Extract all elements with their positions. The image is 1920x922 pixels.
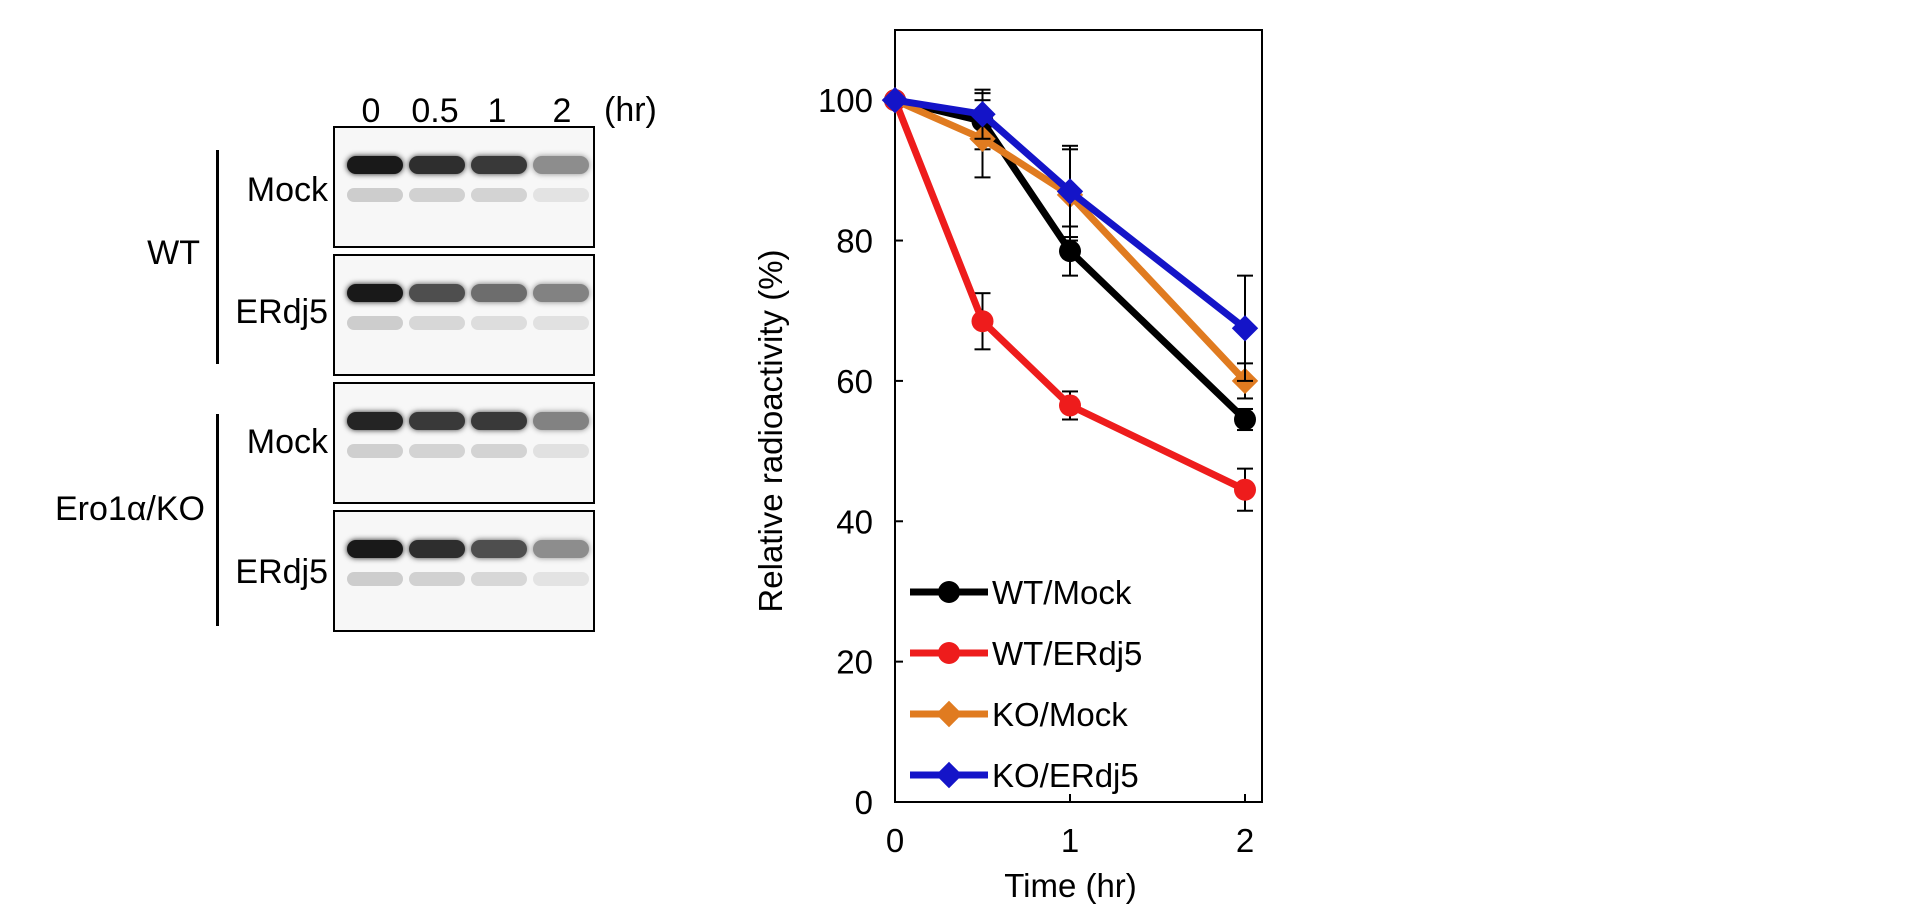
blot-panel-ko-erdj5 [333, 510, 595, 632]
blot-smear [409, 316, 465, 330]
row-label-wt-mock: Mock [246, 171, 328, 209]
blot-smear [471, 444, 527, 458]
legend-entry: KO/ERdj5 [910, 757, 1139, 794]
data-point-marker [1059, 240, 1081, 263]
blot-smear [533, 444, 589, 458]
series-ko-erdj5 [881, 86, 1259, 382]
row-label-ko-mock: Mock [246, 423, 328, 461]
blot-smear [347, 444, 403, 458]
group-bracket-wt [216, 150, 219, 364]
series-line [894, 96, 1248, 332]
data-point-marker [1234, 478, 1256, 501]
series-line [891, 98, 1247, 493]
data-point-marker [1056, 178, 1084, 205]
blot-band [533, 412, 589, 430]
lane-label-1: 1 [487, 92, 507, 130]
y-tick-label: 80 [836, 223, 873, 260]
blot-band [347, 540, 403, 558]
blot-band [471, 412, 527, 430]
data-point-marker [938, 581, 960, 603]
data-point-marker [935, 761, 963, 789]
blot-band [533, 156, 589, 174]
y-tick-label: 40 [836, 503, 873, 540]
x-tick-label: 1 [1061, 822, 1079, 859]
lane-label-2: 2 [552, 92, 572, 130]
blot-band [471, 540, 527, 558]
row-label-ko-erdj5: ERdj5 [235, 553, 328, 591]
blot-band [471, 284, 527, 302]
y-tick-label: 20 [836, 644, 873, 681]
group-label-wt: WT [147, 234, 200, 272]
data-point-marker [1059, 394, 1081, 417]
blot-smear [471, 316, 527, 330]
data-point-marker [881, 86, 909, 114]
blot-panel-ko-mock [333, 382, 595, 504]
blot-smear [533, 188, 589, 202]
plot-frame [894, 29, 1263, 803]
series-line [893, 96, 1248, 384]
y-tick-label: 60 [836, 363, 873, 400]
blot-smear [533, 572, 589, 586]
blot-smear [471, 572, 527, 586]
blot-smear [409, 188, 465, 202]
blot-band [471, 156, 527, 174]
group-bracket-ko [216, 414, 219, 626]
blot-band [533, 540, 589, 558]
data-point-marker [1231, 315, 1259, 342]
y-tick-label: 100 [818, 82, 873, 119]
blot-smear [533, 316, 589, 330]
data-point-marker [969, 101, 996, 128]
blot-band [409, 284, 465, 302]
row-label-wt-erdj5: ERdj5 [235, 293, 328, 331]
legend-label: KO/ERdj5 [992, 757, 1139, 794]
line-chart: 0 20 40 60 80 100 0 1 2 Time (hr) Relative radioac… [752, 29, 1263, 904]
x-axis-label: Time (hr) [1004, 867, 1137, 904]
blot-panel-wt-mock [333, 126, 595, 248]
legend-label: WT/Mock [992, 574, 1132, 611]
group-label-ero1a-ko: Ero1α/KO [54, 490, 205, 528]
blot-panel-wt-erdj5 [333, 254, 595, 376]
data-point-marker [971, 310, 994, 333]
blot-smear [347, 316, 403, 330]
y-axis-label: Relative radioactivity (%) [752, 249, 789, 612]
y-tick-label: 0 [855, 784, 873, 821]
blot-band [347, 284, 403, 302]
blot-smear [471, 188, 527, 202]
blot-band [409, 540, 465, 558]
legend-label: KO/Mock [992, 696, 1128, 733]
data-point-marker [935, 700, 963, 728]
time-unit-label: (hr) [604, 91, 657, 129]
legend-entry: KO/Mock [910, 696, 1128, 733]
blot-smear [347, 188, 403, 202]
blot-band [533, 284, 589, 302]
blot-band [409, 412, 465, 430]
legend-entry: WT/Mock [910, 574, 1132, 611]
blot-band [409, 156, 465, 174]
blot-band [347, 156, 403, 174]
blot-smear [409, 444, 465, 458]
blot-band [347, 412, 403, 430]
blot-smear [409, 572, 465, 586]
legend-entry: WT/ERdj5 [910, 635, 1142, 672]
x-tick-label: 0 [886, 822, 904, 859]
lane-label-0: 0 [361, 92, 381, 130]
lane-label-0.5: 0.5 [411, 92, 459, 130]
data-point-marker [1234, 408, 1256, 431]
blot-smear [347, 572, 403, 586]
data-point-marker [938, 642, 960, 664]
x-tick-label: 2 [1236, 822, 1254, 859]
series-wt-mock [884, 89, 1256, 432]
legend-label: WT/ERdj5 [992, 635, 1142, 672]
